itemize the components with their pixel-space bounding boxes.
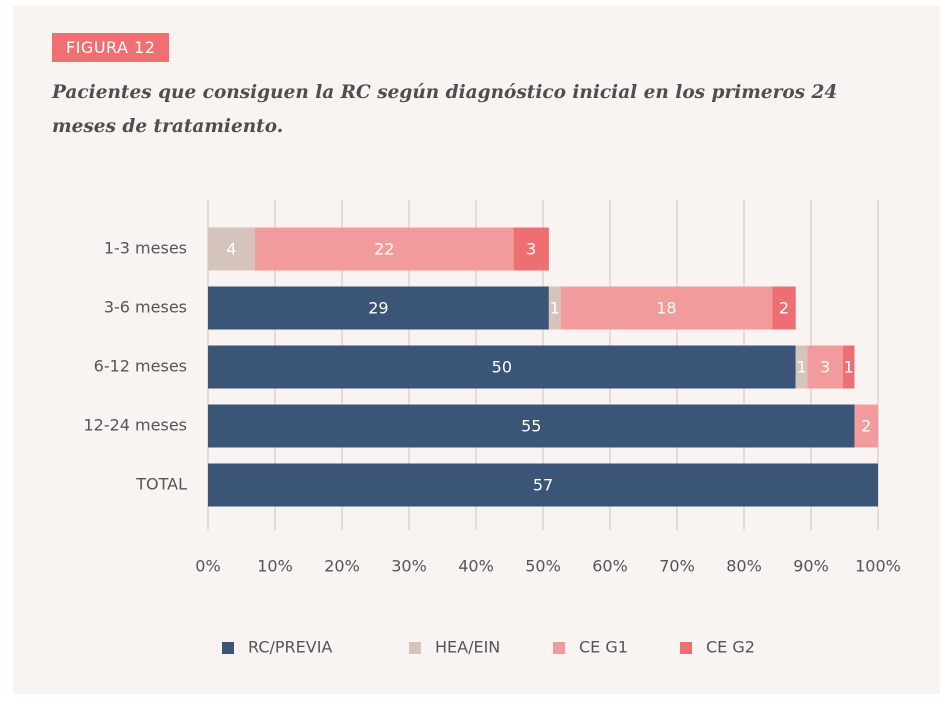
- x-tick-label: 40%: [458, 557, 494, 576]
- bar-segment: [772, 286, 796, 330]
- legend-swatch: [409, 642, 421, 654]
- bar-segment: [208, 463, 878, 507]
- data-label: 55: [521, 417, 541, 436]
- y-tick-label: 1-3 meses: [104, 239, 187, 258]
- x-tick-label: 20%: [324, 557, 360, 576]
- y-tick-label: 3-6 meses: [104, 298, 187, 317]
- data-label: 50: [492, 358, 512, 377]
- legend-label: CE G2: [706, 638, 755, 657]
- legend-label: RC/PREVIA: [248, 638, 332, 657]
- bar-segment: [208, 404, 855, 448]
- data-label: 18: [656, 299, 676, 318]
- x-tick-label: 10%: [257, 557, 293, 576]
- x-tick-label: 90%: [793, 557, 829, 576]
- bar-segment: [795, 345, 808, 389]
- x-tick-label: 30%: [391, 557, 427, 576]
- bar-segment: [854, 404, 878, 448]
- legend-swatch: [553, 642, 565, 654]
- data-label: 57: [533, 476, 553, 495]
- y-tick-label: 6-12 meses: [94, 357, 187, 376]
- legend-swatch: [222, 642, 234, 654]
- x-tick-label: 80%: [726, 557, 762, 576]
- bar-segment: [807, 345, 843, 389]
- x-tick-label: 100%: [855, 557, 901, 576]
- data-label: 22: [374, 240, 394, 259]
- data-label: 1: [797, 358, 807, 377]
- bar-segment: [208, 345, 796, 389]
- bar-segment: [208, 227, 256, 271]
- figure-label: FIGURA 12: [52, 33, 170, 62]
- chart-title: Pacientes que consiguen la RC según diag…: [52, 82, 838, 137]
- data-label: 2: [779, 299, 789, 318]
- legend-label: CE G1: [579, 638, 628, 657]
- data-label: 2: [861, 417, 871, 436]
- x-tick-label: 60%: [592, 557, 628, 576]
- x-tick-label: 70%: [659, 557, 695, 576]
- data-label: 1: [550, 299, 560, 318]
- data-label: 3: [820, 358, 830, 377]
- bar-segment: [560, 286, 773, 330]
- data-label: 3: [526, 240, 536, 259]
- legend-swatch: [680, 642, 692, 654]
- data-label: 29: [368, 299, 388, 318]
- bar-segment: [255, 227, 514, 271]
- x-tick-label: 50%: [525, 557, 561, 576]
- data-label: 4: [226, 240, 236, 259]
- data-label: 1: [844, 358, 854, 377]
- bar-segment: [208, 286, 549, 330]
- bar-segment: [548, 286, 561, 330]
- x-tick-label: 0%: [195, 557, 220, 576]
- legend-label: HEA/EIN: [435, 638, 500, 657]
- bar-segment: [513, 227, 549, 271]
- y-tick-label: TOTAL: [135, 475, 187, 494]
- y-tick-label: 12-24 meses: [83, 416, 187, 435]
- bar-segment: [842, 345, 855, 389]
